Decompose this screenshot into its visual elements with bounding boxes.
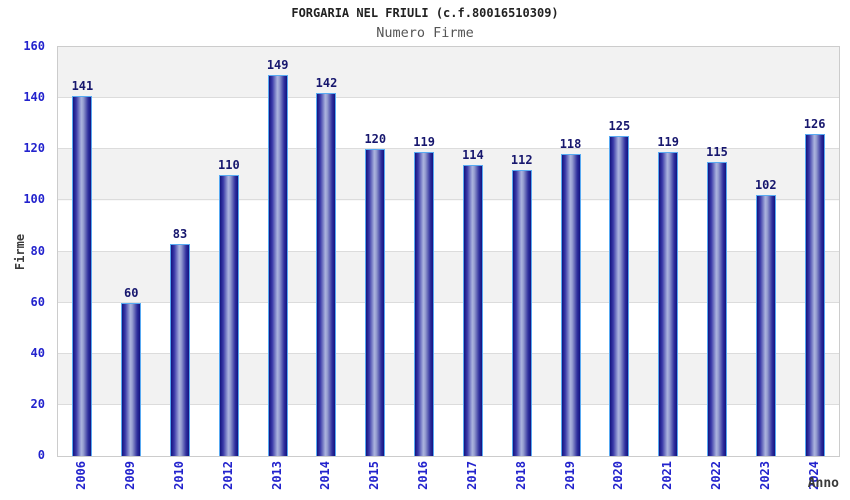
bar-value-2022: 115: [706, 145, 728, 160]
x-tick-2022: 2022: [708, 461, 723, 490]
y-tick-140: 140: [0, 90, 51, 104]
y-tick-160: 160: [0, 39, 51, 53]
bar-2014: [316, 93, 337, 456]
bar-value-2006: 141: [71, 78, 94, 93]
x-tick-2017: 2017: [464, 461, 479, 490]
bar-2009: [121, 302, 142, 456]
bar-value-2020: 125: [608, 119, 631, 134]
bar-2013: [267, 75, 288, 456]
y-tick-label: 60: [30, 294, 45, 309]
y-tick-20: 20: [0, 397, 51, 411]
bar-value-2013: 149: [266, 58, 289, 73]
bar-value-2017: 114: [462, 147, 484, 162]
bar-2022: [706, 162, 727, 456]
bar-2024: [804, 133, 825, 456]
chart-subtitle: Numero Firme: [376, 25, 474, 41]
x-tick-2023: 2023: [757, 461, 772, 490]
bar-2012: [218, 174, 239, 456]
x-tick-2015: 2015: [367, 461, 382, 490]
bar-value-2018: 112: [510, 152, 533, 167]
bar-value-2009: 60: [123, 285, 139, 300]
gridline-20: [58, 403, 839, 405]
gridline-60: [58, 301, 839, 303]
y-tick-label: 140: [23, 90, 45, 105]
gridline-120: [58, 148, 839, 150]
x-tick-2020: 2020: [611, 461, 626, 490]
x-tick-2016: 2016: [416, 461, 431, 490]
x-tick-2012: 2012: [220, 461, 235, 490]
chart-title: FORGARIA NEL FRIULI (c.f.80016510309): [291, 6, 559, 20]
bar-value-2019: 118: [559, 137, 582, 152]
bar-2015: [365, 149, 386, 456]
bar-2018: [511, 169, 532, 456]
y-tick-label: 40: [30, 345, 45, 360]
bar-value-2016: 119: [413, 134, 435, 149]
bar-2021: [658, 151, 679, 456]
y-tick-label: 80: [30, 243, 45, 258]
bar-2016: [414, 151, 435, 456]
bar-value-2023: 102: [754, 178, 777, 193]
y-tick-label: 20: [30, 396, 45, 411]
y-tick-120: 120: [0, 141, 51, 155]
bar-value-2024: 126: [803, 116, 826, 131]
y-tick-0: 0: [0, 448, 51, 462]
x-tick-2021: 2021: [660, 461, 675, 490]
y-tick-40: 40: [0, 346, 51, 360]
bar-value-2015: 120: [364, 132, 387, 147]
y-tick-label: 160: [23, 39, 45, 53]
bar-value-2012: 110: [218, 157, 240, 172]
x-tick-2013: 2013: [269, 461, 284, 490]
y-tick-80: 80: [0, 244, 51, 258]
bar-value-2010: 83: [172, 226, 188, 241]
y-tick-label: 120: [23, 141, 45, 156]
bar-2020: [609, 136, 630, 456]
x-axis-label: Anno: [807, 476, 839, 491]
gridline-140: [58, 97, 839, 99]
bar-value-2014: 142: [315, 76, 338, 91]
bar-2023: [755, 195, 776, 456]
x-tick-2009: 2009: [123, 461, 138, 490]
bar-2017: [462, 164, 483, 456]
gridline-40: [58, 352, 839, 354]
y-tick-label: 100: [23, 192, 45, 207]
x-tick-2014: 2014: [318, 461, 333, 490]
gridline-80: [58, 250, 839, 252]
bar-value-2021: 119: [657, 134, 679, 149]
plot-area: 141 60 83 110 149 142 120 119 114 112 118 125 119 115…: [57, 46, 840, 457]
y-tick-100: 100: [0, 192, 51, 206]
bar-2010: [170, 243, 191, 456]
x-tick-2018: 2018: [513, 461, 528, 490]
x-tick-2010: 2010: [172, 461, 187, 490]
y-tick-60: 60: [0, 295, 51, 309]
x-tick-2006: 2006: [74, 461, 89, 490]
x-tick-2019: 2019: [562, 461, 577, 490]
y-tick-label: 0: [37, 448, 45, 462]
gridline-100: [58, 199, 839, 201]
bar-2006: [72, 95, 93, 456]
bar-2019: [560, 154, 581, 456]
